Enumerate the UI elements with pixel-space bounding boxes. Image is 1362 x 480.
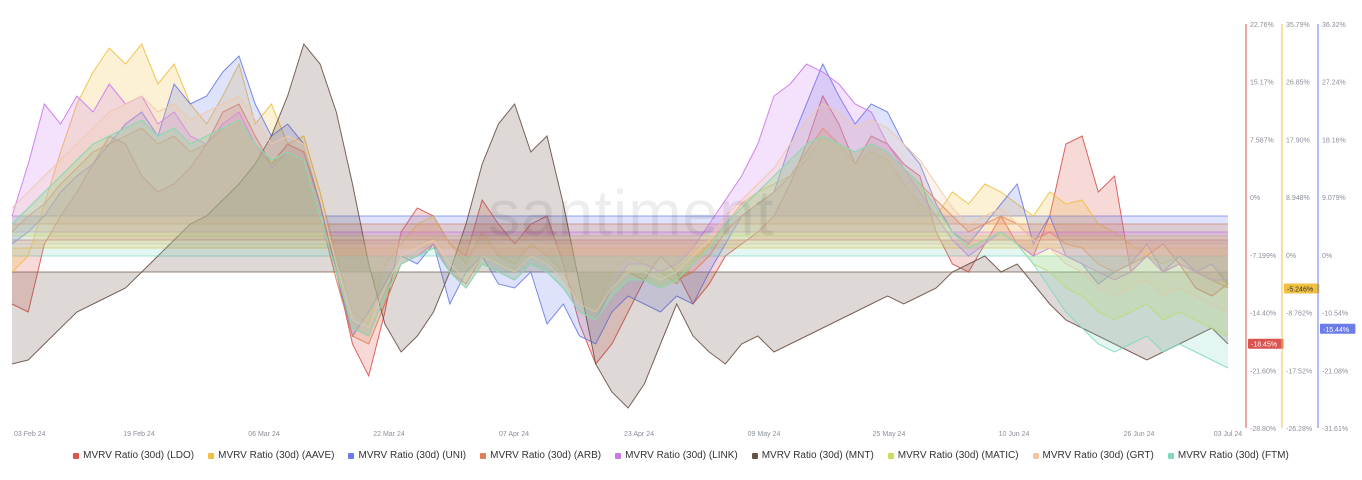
x-tick-label: 09 May 24	[748, 431, 781, 438]
legend-swatch	[1167, 452, 1174, 459]
legend-swatch	[1032, 452, 1039, 459]
axis-tick-aave: -8.762%	[1286, 311, 1312, 318]
legend-swatch	[615, 452, 622, 459]
legend-swatch	[751, 452, 758, 459]
watermark: santiment	[488, 177, 775, 249]
baseline-2	[12, 215, 1228, 217]
series-area-4	[12, 64, 1228, 336]
axis-tick-aave: -17.52%	[1286, 368, 1312, 375]
current-value-badge-aave	[1284, 283, 1320, 294]
legend: MVRV Ratio (30d) (LDO) MVRV Ratio (30d) (…	[0, 450, 1362, 461]
baseline-3	[12, 223, 1228, 225]
legend-item[interactable]: MVRV Ratio (30d) (MNT)	[751, 450, 874, 461]
axis-tick-uni: 27.24%	[1322, 80, 1346, 87]
legend-swatch	[73, 452, 80, 459]
series-areas	[11, 42, 1229, 409]
axis-tick-ldo: 15.17%	[1250, 80, 1274, 87]
legend-item[interactable]: MVRV Ratio (30d) (FTM)	[1167, 450, 1289, 461]
series-area-3	[12, 120, 1228, 344]
axis-tick-ldo: -7.199%	[1250, 253, 1276, 260]
legend-label: MVRV Ratio (30d) (LINK)	[625, 450, 738, 461]
baseline-6	[12, 235, 1228, 237]
legend-item[interactable]: MVRV Ratio (30d) (MATIC)	[887, 450, 1019, 461]
axis-tick-ldo: -21.60%	[1250, 368, 1276, 375]
series-area-8	[12, 120, 1228, 368]
legend-label: MVRV Ratio (30d) (ARB)	[490, 450, 602, 461]
series-line-5	[11, 42, 1229, 409]
legend-item[interactable]: MVRV Ratio (30d) (LDO)	[73, 450, 194, 461]
legend-swatch	[480, 452, 487, 459]
current-value-label-ldo: -18.45%	[1251, 342, 1277, 349]
series-line-2	[11, 55, 1229, 345]
x-tick-label: 23 Apr 24	[624, 431, 654, 438]
series-area-7	[12, 96, 1228, 328]
legend-item[interactable]: MVRV Ratio (30d) (ARB)	[480, 450, 601, 461]
current-value-label-uni: -15.44%	[1323, 327, 1349, 334]
legend-swatch	[208, 452, 215, 459]
series-line-7	[11, 95, 1229, 329]
legend-label: MVRV Ratio (30d) (UNI)	[358, 450, 467, 461]
legend-item[interactable]: MVRV Ratio (30d) (UNI)	[348, 450, 466, 461]
axis-tick-aave: 0%	[1286, 253, 1296, 260]
legend-label: MVRV Ratio (30d) (MATIC)	[897, 450, 1019, 461]
axis-tick-uni: 0%	[1322, 253, 1332, 260]
x-tick-label: 03 Feb 24	[14, 431, 46, 438]
legend-label: MVRV Ratio (30d) (AAVE)	[218, 450, 335, 461]
baseline-4	[12, 231, 1228, 233]
axis-tick-uni: 9.079%	[1322, 195, 1346, 202]
axes-group: 22.76% 15.17% 7.587% 0% -7.199% -14.40% -21.60…	[1245, 22, 1356, 433]
x-tick-label: 07 Apr 24	[499, 431, 529, 438]
legend-item[interactable]: MVRV Ratio (30d) (AAVE)	[208, 450, 334, 461]
axis-tick-uni: -10.54%	[1322, 311, 1348, 318]
chart-svg: 22.76% 15.17% 7.587% 0% -7.199% -14.40% -21.60…	[11, 22, 1356, 438]
axis-tick-aave: 35.79%	[1286, 22, 1310, 29]
legend-item[interactable]: MVRV Ratio (30d) (GRT)	[1032, 450, 1154, 461]
series-line-1	[11, 43, 1229, 325]
axis-tick-ldo: 0%	[1250, 195, 1260, 202]
axis-tick-aave: 26.85%	[1286, 80, 1310, 87]
baseline-7	[12, 243, 1228, 245]
x-tick-label: 19 Feb 24	[123, 431, 155, 438]
current-value-badge-uni	[1320, 323, 1356, 334]
baseline-bands	[12, 215, 1228, 273]
legend-label: MVRV Ratio (30d) (GRT)	[1042, 450, 1154, 461]
axis-tick-aave: 17.90%	[1286, 137, 1310, 144]
legend-label: MVRV Ratio (30d) (LDO)	[83, 450, 195, 461]
axis-tick-ldo: -14.40%	[1250, 311, 1276, 318]
legend-swatch	[887, 452, 894, 459]
series-area-6	[12, 120, 1228, 336]
baseline-1	[12, 247, 1228, 249]
x-axis-ticks: 03 Feb 24 19 Feb 24 06 Mar 24 22 Mar 24 07 A…	[14, 431, 1242, 438]
axis-tick-ldo: 7.587%	[1250, 137, 1274, 144]
axis-tick-uni: 18.16%	[1322, 137, 1346, 144]
legend-label: MVRV Ratio (30d) (MNT)	[761, 450, 874, 461]
axis-tick-aave: -26.28%	[1286, 426, 1312, 433]
axis-tick-uni: 36.32%	[1322, 22, 1346, 29]
x-tick-label: 10 Jun 24	[999, 431, 1030, 438]
series-line-4	[11, 63, 1228, 337]
series-area-0	[12, 96, 1228, 376]
axis-tick-uni: -21.08%	[1322, 368, 1348, 375]
series-area-5	[12, 44, 1228, 408]
legend-label: MVRV Ratio (30d) (FTM)	[1177, 450, 1289, 461]
series-line-8	[11, 119, 1229, 369]
axis-tick-aave: 8.948%	[1286, 195, 1310, 202]
baseline-8	[12, 255, 1228, 257]
x-tick-label: 25 May 24	[873, 431, 906, 438]
axis-tick-uni: -31.61%	[1322, 426, 1348, 433]
x-tick-label: 22 Mar 24	[373, 431, 405, 438]
axis-tick-ldo: -28.80%	[1250, 426, 1276, 433]
series-area-2	[12, 56, 1228, 344]
legend-item[interactable]: MVRV Ratio (30d) (LINK)	[615, 450, 738, 461]
current-value-badge-ldo	[1248, 338, 1284, 349]
baseline-0	[12, 239, 1228, 241]
x-tick-label: 03 Jul 24	[1214, 431, 1243, 438]
x-tick-label: 26 Jun 24	[1124, 431, 1155, 438]
legend-swatch	[348, 452, 355, 459]
current-value-label-aave: -5.246%	[1287, 286, 1313, 293]
axis-tick-ldo: 22.76%	[1250, 22, 1274, 29]
baseline-5	[12, 271, 1228, 273]
x-tick-label: 06 Mar 24	[248, 431, 280, 438]
